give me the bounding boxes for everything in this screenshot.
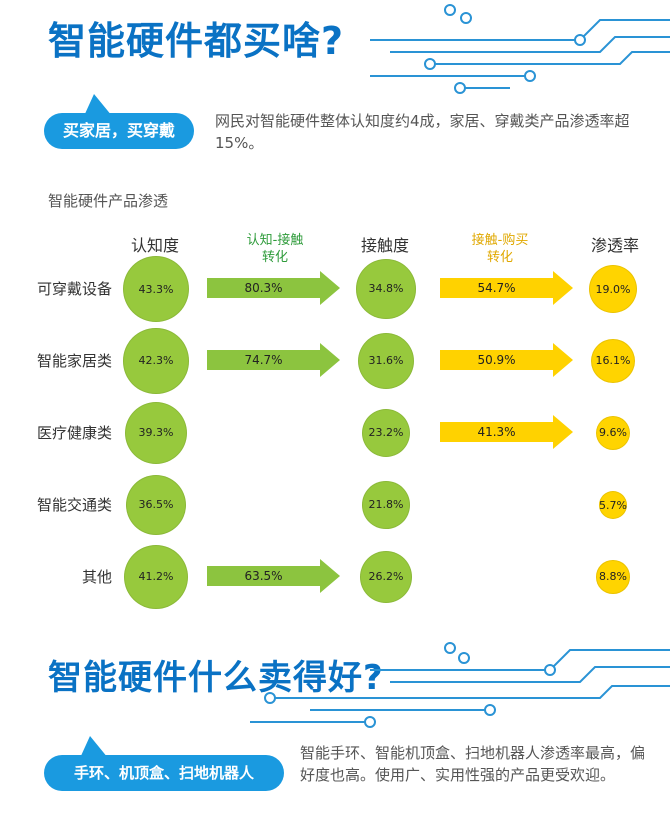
row-label: 智能交通类 (36, 496, 112, 514)
col-header-conv2: 接触-购买 转化 (471, 233, 529, 265)
awareness-circle: 41.2% (123, 544, 189, 610)
awareness-circle: 43.3% (123, 256, 189, 322)
penetration-circle: 8.8% (596, 560, 630, 594)
conv2-arrow: 41.3% (440, 415, 573, 449)
conv2-arrow-value: 41.3% (477, 425, 516, 439)
conv1-arrow-shape (207, 559, 340, 593)
conv2-arrow-shape (440, 271, 573, 305)
conv2-arrow-shape (440, 343, 573, 377)
col-header-penetration: 渗透率 (590, 236, 639, 255)
chart-title: 智能硬件产品渗透 (48, 192, 169, 210)
section1-bubble-tail (84, 94, 112, 116)
conv1-arrow-value: 80.3% (244, 281, 283, 295)
conv2-arrow-shape (440, 415, 573, 449)
section2-bubble-tail (80, 736, 108, 758)
conv2-arrow-value: 50.9% (477, 353, 516, 367)
contact-circle: 31.6% (357, 332, 415, 390)
row-label: 智能家居类 (36, 352, 112, 370)
section1-bubble: 买家居，买穿戴 (44, 113, 194, 149)
awareness-circle: 39.3% (124, 401, 188, 465)
row-label: 医疗健康类 (36, 424, 112, 442)
contact-circle: 21.8% (362, 481, 410, 529)
penetration-circle: 19.0% (589, 265, 637, 313)
section2-description: 智能手环、智能机顶盒、扫地机器人渗透率最高，偏好度也高。使用广、实用性强的产品更… (300, 744, 646, 784)
contact-circle: 26.2% (360, 551, 412, 603)
col-header-contact: 接触度 (360, 236, 409, 255)
col-header-awareness: 认知度 (130, 236, 179, 255)
conv1-arrow-shape (207, 343, 340, 377)
row-label: 可穿戴设备 (36, 280, 112, 298)
conv1-arrow: 80.3% (207, 271, 340, 305)
section2-headline: 智能硬件什么卖得好? (48, 658, 384, 698)
awareness-circle: 36.5% (125, 474, 187, 536)
contact-circle: 34.8% (356, 259, 416, 319)
conv1-arrow: 74.7% (207, 343, 340, 377)
circuit-decoration-top (370, 4, 670, 94)
section1-description: 网民对智能硬件整体认知度约4成，家居、穿戴类产品渗透率超15%。 (215, 112, 630, 152)
conv2-arrow: 50.9% (440, 343, 573, 377)
circuit-decoration-bottom (250, 642, 670, 728)
conv1-arrow: 63.5% (207, 559, 340, 593)
penetration-circle: 9.6% (595, 415, 631, 451)
section1-headline: 智能硬件都买啥? (48, 19, 345, 63)
section2-bubble: 手环、机顶盒、扫地机器人 (44, 755, 284, 791)
conv1-arrow-shape (207, 271, 340, 305)
conv2-arrow-value: 54.7% (477, 281, 516, 295)
row-label: 其他 (81, 568, 112, 586)
contact-circle: 23.2% (361, 408, 411, 458)
awareness-circle: 42.3% (123, 328, 189, 394)
conv1-arrow-value: 63.5% (244, 569, 283, 583)
conv2-arrow: 54.7% (440, 271, 573, 305)
penetration-circle: 5.7% (599, 491, 627, 519)
col-header-conv1: 认知-接触 转化 (246, 233, 304, 265)
penetration-circle: 16.1% (590, 338, 636, 384)
conv1-arrow-value: 74.7% (244, 353, 283, 367)
